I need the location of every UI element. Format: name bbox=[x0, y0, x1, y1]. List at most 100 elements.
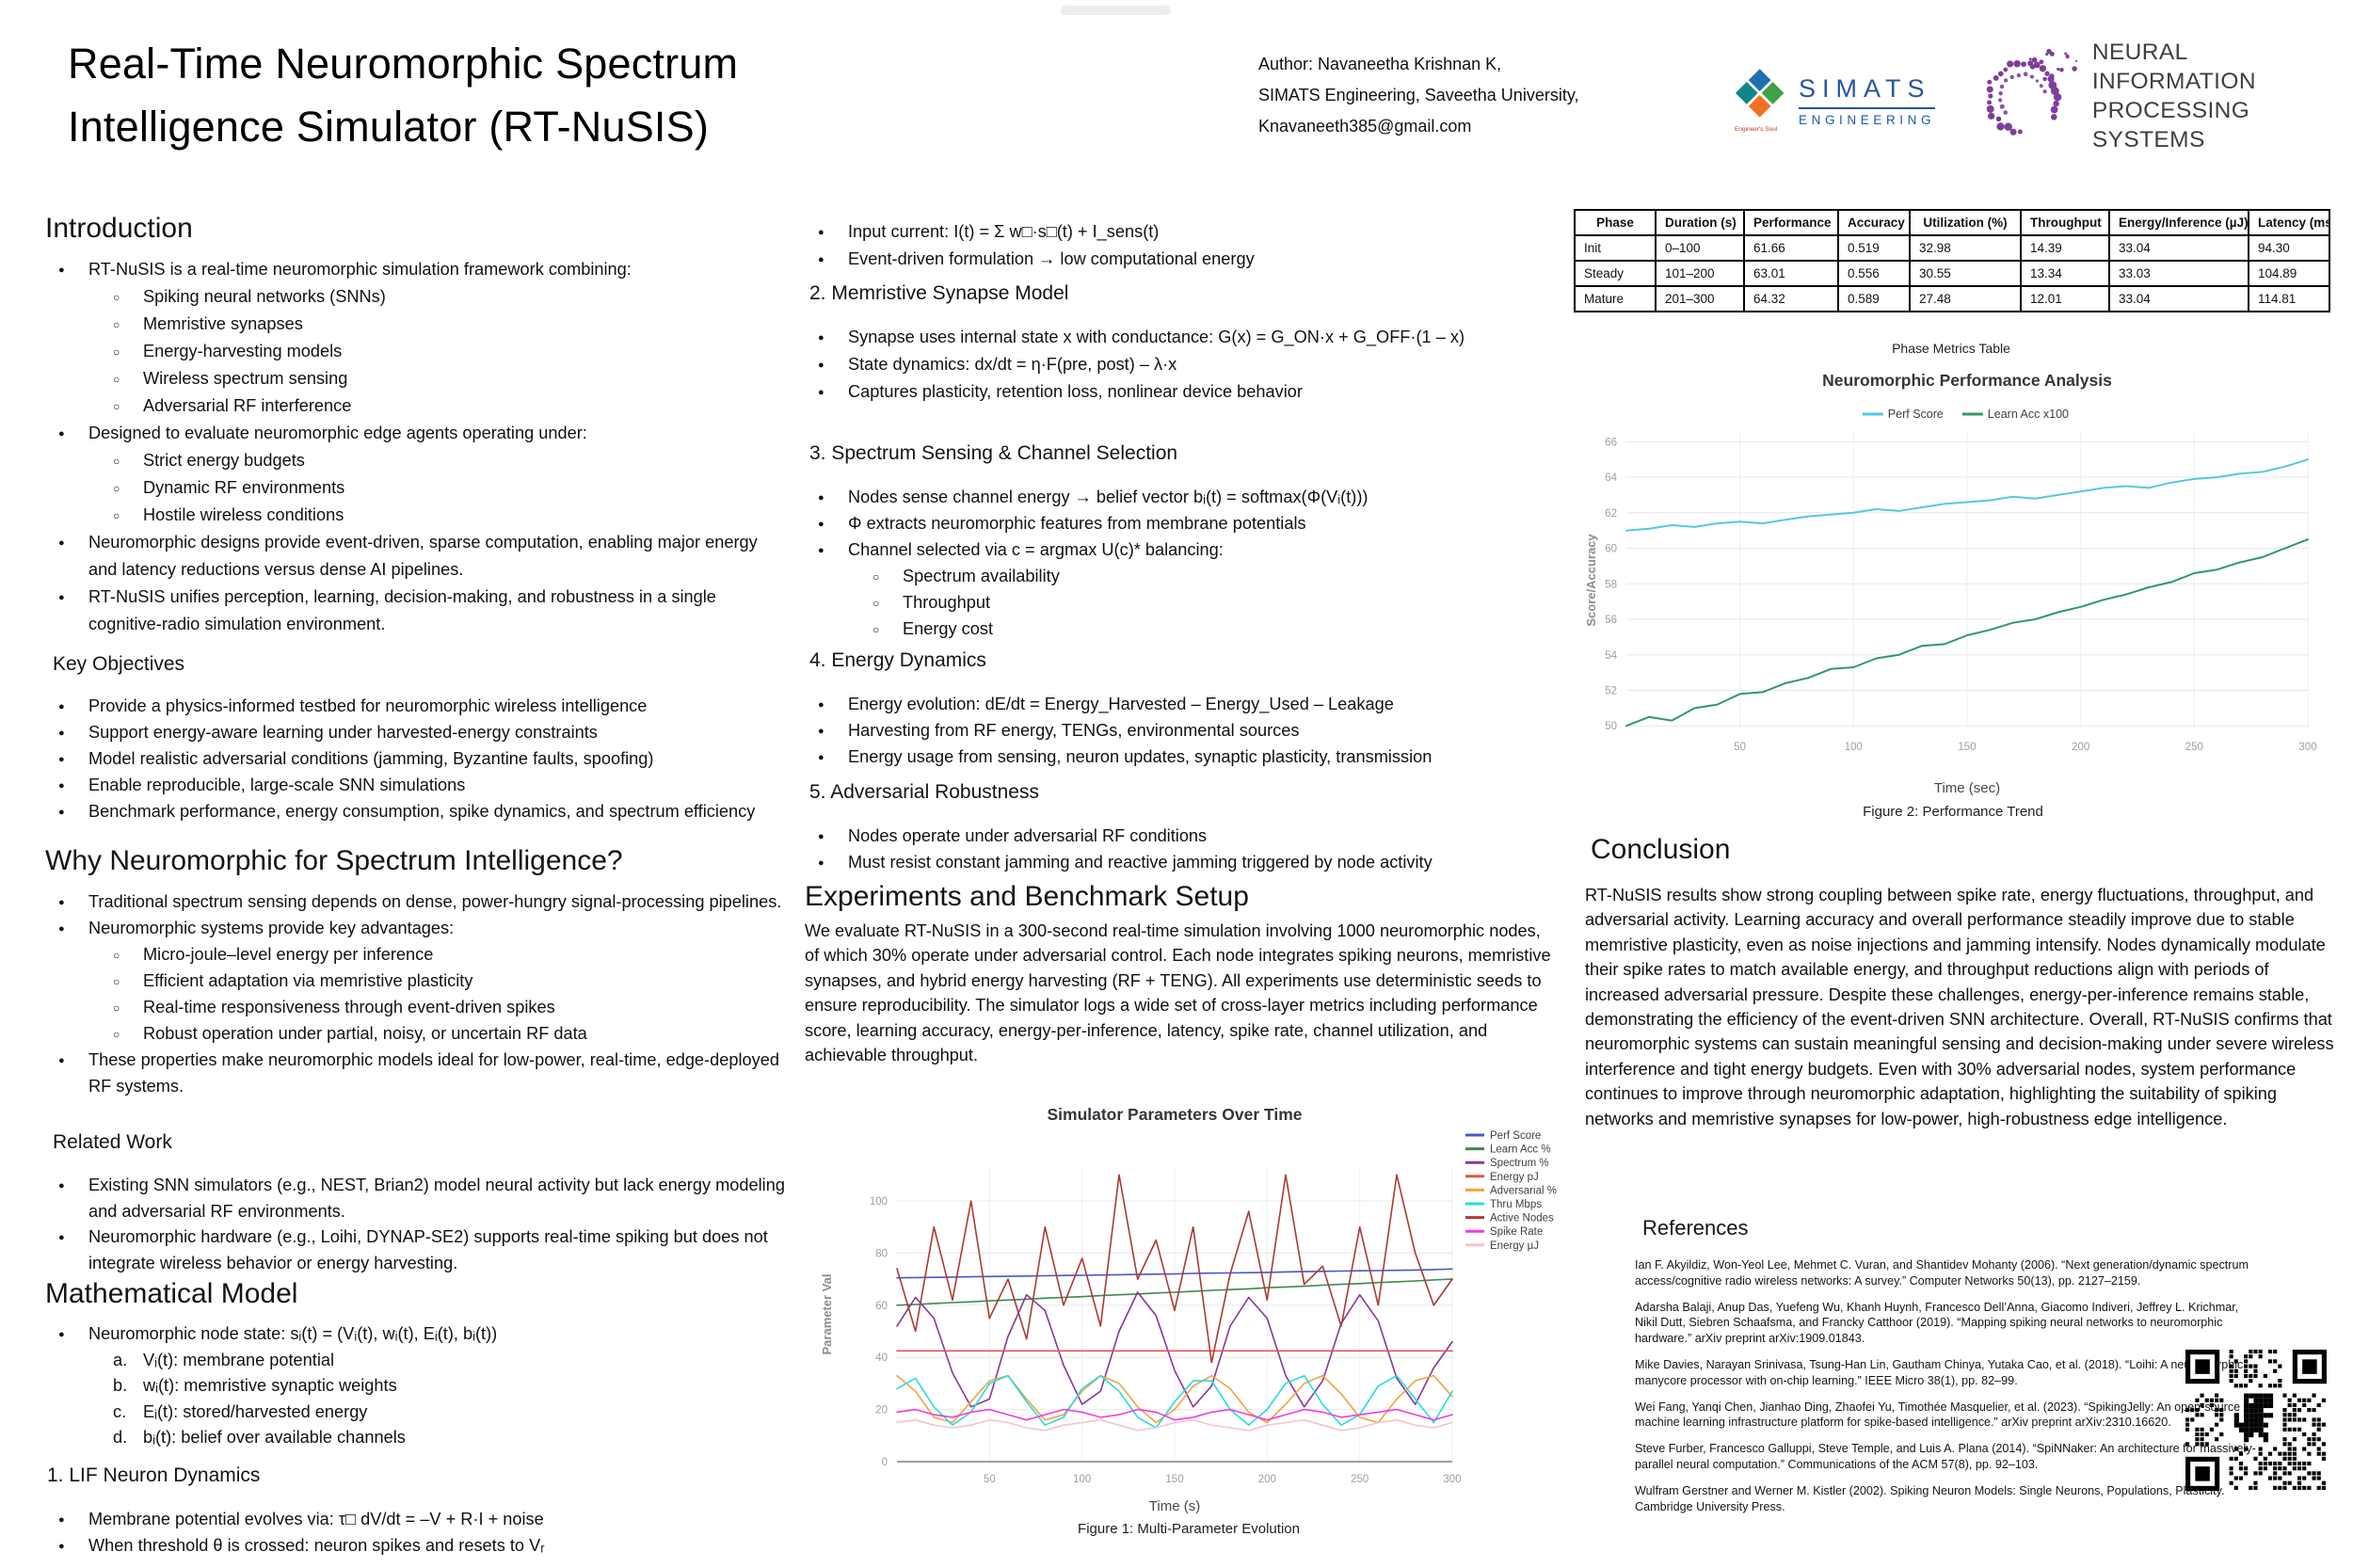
bullet-marker: ○ bbox=[113, 1028, 120, 1041]
section-heading-experiments: Experiments and Benchmark Setup bbox=[805, 881, 1249, 912]
y-tick-label: 0 bbox=[882, 1457, 888, 1468]
list-item: ● Input current: I(t) = Σ w□·s□(t) + I_se… bbox=[805, 218, 1565, 246]
list-item-text: Channel selected via c = argmax U(c)* ba… bbox=[848, 540, 1224, 559]
list-item: ● Captures plasticity, retention loss, no… bbox=[805, 378, 1565, 406]
list-item: ○ Real-time responsiveness through event-… bbox=[45, 994, 789, 1020]
author-info: Author: Navaneetha Krishnan K, SIMATS En… bbox=[1258, 49, 1701, 142]
legend-label: Energy pJ bbox=[1490, 1172, 1539, 1183]
series-line bbox=[896, 1291, 1453, 1408]
bullet-marker: ○ bbox=[113, 345, 120, 359]
series-line bbox=[1625, 458, 2309, 532]
neurips-logo: NEURAL INFORMATION PROCESSING SYSTEMS bbox=[1975, 38, 2353, 154]
simats-logo-icon: Engineer's Soul bbox=[1735, 68, 1787, 133]
list-item: ● Traditional spectrum sensing depends on… bbox=[45, 888, 789, 915]
legend-label: Spike Rate bbox=[1490, 1226, 1543, 1238]
figure2-chart: 50 100 150 200 250 300 50 52 54 56 58 60 62 64 66 Neuro… bbox=[1581, 358, 2325, 800]
x-tick-label: 200 bbox=[1258, 1474, 1276, 1485]
key-objectives-list: ● Provide a physics-informed testbed for … bbox=[45, 693, 789, 824]
x-tick-label: 100 bbox=[1073, 1474, 1091, 1485]
top-decoration-bar bbox=[1061, 6, 1171, 15]
list-item-text: Dynamic RF environments bbox=[143, 478, 345, 497]
list-item: ● RT-NuSIS is a real-time neuromorphic si… bbox=[45, 256, 789, 283]
y-axis-label: Score/Accuracy bbox=[1584, 534, 1598, 627]
list-item-text: Energy usage from sensing, neuron update… bbox=[848, 747, 1433, 766]
legend-label: Spectrum % bbox=[1490, 1158, 1549, 1169]
y-tick-label: 60 bbox=[875, 1301, 888, 1312]
reference-item: Wei Fang, Yanqi Chen, Jianhao Ding, Zhao… bbox=[1635, 1400, 2241, 1430]
list-item-text: Memristive synapses bbox=[143, 314, 303, 333]
list-item: ○ Micro-joule–level energy per inference bbox=[45, 941, 789, 968]
table-cell: 104.89 bbox=[2248, 260, 2330, 287]
bullet-marker: ○ bbox=[113, 318, 120, 331]
list-item: ● Harvesting from RF energy, TENGs, envir… bbox=[805, 717, 1565, 744]
table-cell: 64.32 bbox=[1743, 285, 1839, 312]
bullet-marker: ● bbox=[58, 1055, 65, 1066]
memristive-synapse-list: ● Synapse uses internal state x with cond… bbox=[805, 324, 1565, 406]
list-item-text: Enable reproducible, large-scale SNN sim… bbox=[88, 776, 466, 794]
mathematical-model-list: ● Neuromorphic node state: sᵢ(t) = (Vᵢ(t)… bbox=[45, 1321, 789, 1451]
performance-analysis-chart: 50 100 150 200 250 300 50 52 54 56 58 60 62 64 66 Neuro… bbox=[1584, 371, 2317, 796]
list-item-text: Support energy-aware learning under harv… bbox=[88, 723, 598, 742]
legend-label: Perf Score bbox=[1888, 408, 1944, 421]
y-tick-label: 62 bbox=[1605, 508, 1617, 520]
table-cell: Steady bbox=[1574, 260, 1657, 287]
list-item: ● Model realistic adversarial conditions … bbox=[45, 745, 789, 772]
bullet-marker: ○ bbox=[872, 570, 880, 584]
y-tick-label: 52 bbox=[1605, 685, 1617, 696]
list-item-text: Model realistic adversarial conditions (… bbox=[88, 749, 654, 768]
list-item-text: Robust operation under partial, noisy, o… bbox=[143, 1024, 587, 1043]
list-item-text: RT-NuSIS unifies perception, learning, d… bbox=[88, 587, 716, 633]
list-item-text: Nodes operate under adversarial RF condi… bbox=[848, 826, 1208, 845]
table-cell: 0.556 bbox=[1837, 260, 1911, 287]
list-item-text: Harvesting from RF energy, TENGs, enviro… bbox=[848, 721, 1300, 740]
section-heading-why-neuromorphic: Why Neuromorphic for Spectrum Intelligen… bbox=[45, 845, 623, 876]
list-item: ○ Hostile wireless conditions bbox=[45, 502, 789, 529]
bullet-marker: ○ bbox=[113, 373, 120, 386]
x-tick-label: 100 bbox=[1845, 742, 1863, 753]
list-item-text: Hostile wireless conditions bbox=[143, 505, 344, 524]
list-item-text: When threshold θ is crossed: neuron spik… bbox=[88, 1536, 545, 1555]
neurips-logo-text: NEURAL INFORMATION PROCESSING SYSTEMS bbox=[2092, 38, 2353, 154]
table-cell: 0–100 bbox=[1655, 234, 1745, 262]
table-cell: 0.519 bbox=[1837, 234, 1911, 262]
list-item: ● Channel selected via c = argmax U(c)* b… bbox=[805, 536, 1565, 563]
simats-subtitle: ENGINEERING bbox=[1799, 112, 1936, 127]
bullet-marker: ● bbox=[818, 831, 824, 842]
list-item: ● Synapse uses internal state x with cond… bbox=[805, 324, 1565, 351]
why-neuromorphic-list: ● Traditional spectrum sensing depends on… bbox=[45, 888, 789, 1099]
simats-logo-text: SIMATS ENGINEERING bbox=[1799, 73, 1936, 127]
simats-tagline: Engineer's Soul bbox=[1735, 126, 1778, 133]
y-tick-label: 54 bbox=[1605, 650, 1617, 662]
list-item-text: Energy cost bbox=[903, 619, 994, 638]
table-cell: 27.48 bbox=[1909, 285, 2022, 312]
series-line bbox=[896, 1268, 1453, 1279]
list-item: ● Event-driven formulation → low computat… bbox=[805, 246, 1565, 273]
bullet-marker: ● bbox=[58, 923, 65, 935]
bullet-marker: ● bbox=[818, 726, 824, 737]
list-item-text: Benchmark performance, energy consumptio… bbox=[88, 802, 756, 821]
column-header: Energy/Inference (µJ) bbox=[2108, 209, 2249, 236]
series-line bbox=[1625, 538, 2309, 728]
list-item: ○ Spectrum availability bbox=[805, 563, 1565, 589]
list-item: ○ Spiking neural networks (SNNs) bbox=[45, 283, 789, 311]
simats-wordmark: SIMATS bbox=[1799, 73, 1931, 103]
list-item: ○ Strict energy budgets bbox=[45, 447, 789, 474]
simulator-parameters-chart: 50 100 150 200 250 300 0 20 40 60 80 100 Simulator P… bbox=[820, 1105, 1557, 1514]
legend-label: Energy µJ bbox=[1490, 1240, 1539, 1252]
reference-item: Ian F. Akyildiz, Won-Yeol Lee, Mehmet C.… bbox=[1635, 1258, 2249, 1288]
x-tick-label: 300 bbox=[1443, 1474, 1461, 1485]
list-item-text: Micro-joule–level energy per inference bbox=[143, 945, 434, 964]
bullet-marker: ● bbox=[58, 592, 65, 603]
neurips-text-line1: NEURAL INFORMATION bbox=[2091, 40, 2256, 94]
reference-item: Adarsha Balaji, Anup Das, Yuefeng Wu, Kh… bbox=[1635, 1300, 2239, 1346]
list-item-text: wᵢ(t): memristive synaptic weights bbox=[143, 1376, 397, 1395]
list-item: ○ Energy cost bbox=[805, 616, 1565, 642]
list-item: ○ Memristive synapses bbox=[45, 311, 789, 338]
list-item-text: Designed to evaluate neuromorphic edge a… bbox=[88, 424, 587, 442]
list-item-text: Provide a physics-informed testbed for n… bbox=[88, 696, 648, 715]
reference-item: Steve Furber, Francesco Galluppi, Steve … bbox=[1635, 1442, 2256, 1471]
table-cell: 114.81 bbox=[2248, 285, 2330, 312]
list-item: a. Vᵢ(t): membrane potential bbox=[45, 1348, 789, 1374]
list-item-text: State dynamics: dx/dt = η·F(pre, post) –… bbox=[848, 355, 1177, 374]
table-header-row: Phase Duration (s) Performance Accuracy Util… bbox=[1574, 209, 2330, 236]
